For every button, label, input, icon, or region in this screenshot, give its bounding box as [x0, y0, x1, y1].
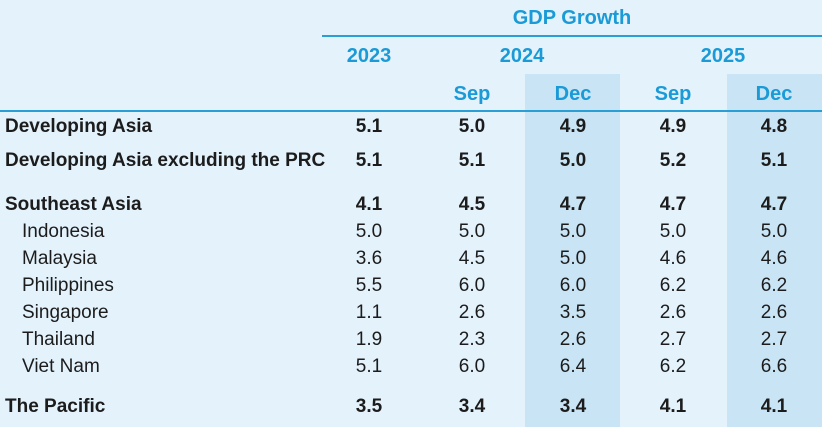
table-row: Thailand 1.9 2.3 2.6 2.7 2.7 — [0, 327, 822, 353]
row-label: Southeast Asia — [5, 194, 142, 215]
cell-2025-dec: 6.2 — [760, 275, 788, 296]
cell-2024-dec: 6.4 — [559, 356, 587, 377]
cell-2023: 5.0 — [355, 221, 383, 242]
cell-2025-sep: 5.2 — [659, 150, 687, 171]
cell-2024-dec: 4.7 — [559, 194, 587, 215]
cell-2025-sep: 4.9 — [659, 116, 687, 137]
table-row: Southeast Asia 4.1 4.5 4.7 4.7 4.7 — [0, 192, 822, 218]
cell-2024-dec: 5.0 — [559, 150, 587, 171]
cell-2024-dec: 3.5 — [559, 302, 587, 323]
cell-2024-sep: 5.1 — [458, 150, 486, 171]
sep-2024-header: Sep — [453, 83, 491, 105]
cell-2024-sep: 2.3 — [458, 329, 486, 350]
cell-2025-sep: 4.7 — [659, 194, 687, 215]
cell-2024-sep: 6.0 — [458, 356, 486, 377]
row-label: Singapore — [22, 302, 109, 323]
cell-2025-sep: 4.6 — [659, 248, 687, 269]
cell-2023: 5.5 — [355, 275, 383, 296]
cell-2025-dec: 5.1 — [760, 150, 788, 171]
header-rule-bottom — [0, 110, 822, 112]
table-row: The Pacific 3.5 3.4 3.4 4.1 4.1 — [0, 394, 822, 420]
cell-2024-sep: 5.0 — [458, 221, 486, 242]
cell-2025-dec: 4.8 — [760, 116, 788, 137]
cell-2023: 1.9 — [355, 329, 383, 350]
header-rule-top — [322, 35, 822, 37]
cell-2023: 3.5 — [355, 396, 383, 417]
cell-2025-sep: 6.2 — [659, 356, 687, 377]
cell-2024-dec: 5.0 — [559, 221, 587, 242]
cell-2024-dec: 6.0 — [559, 275, 587, 296]
table-row: Indonesia 5.0 5.0 5.0 5.0 5.0 — [0, 219, 822, 245]
row-label: Developing Asia excluding the PRC — [5, 150, 326, 171]
gdp-growth-title: GDP Growth — [512, 7, 632, 29]
cell-2024-dec: 2.6 — [559, 329, 587, 350]
cell-2025-sep: 2.6 — [659, 302, 687, 323]
sep-2025-header: Sep — [654, 83, 692, 105]
cell-2023: 5.1 — [355, 116, 383, 137]
year-2024: 2024 — [499, 45, 545, 67]
row-label: Thailand — [22, 329, 95, 350]
cell-2025-sep: 6.2 — [659, 275, 687, 296]
year-2025: 2025 — [700, 45, 746, 67]
row-label: Philippines — [22, 275, 114, 296]
cell-2023: 5.1 — [355, 150, 383, 171]
cell-2024-sep: 4.5 — [458, 248, 486, 269]
cell-2025-dec: 4.7 — [760, 194, 788, 215]
table-row: Singapore 1.1 2.6 3.5 2.6 2.6 — [0, 300, 822, 326]
table-row: Viet Nam 5.1 6.0 6.4 6.2 6.6 — [0, 354, 822, 380]
table-row: Developing Asia excluding the PRC 5.1 5.… — [0, 148, 822, 174]
cell-2023: 5.1 — [355, 356, 383, 377]
year-2023: 2023 — [346, 45, 392, 67]
cell-2025-sep: 4.1 — [659, 396, 687, 417]
row-label: Developing Asia — [5, 116, 153, 137]
cell-2025-dec: 5.0 — [760, 221, 788, 242]
cell-2024-sep: 5.0 — [458, 116, 486, 137]
table-row: Malaysia 3.6 4.5 5.0 4.6 4.6 — [0, 246, 822, 272]
cell-2025-sep: 2.7 — [659, 329, 687, 350]
dec-2024-highlight — [525, 74, 620, 427]
cell-2025-dec: 2.7 — [760, 329, 788, 350]
table-row: Philippines 5.5 6.0 6.0 6.2 6.2 — [0, 273, 822, 299]
dec-2025-header: Dec — [755, 83, 793, 105]
row-label: The Pacific — [5, 396, 106, 417]
cell-2024-sep: 6.0 — [458, 275, 486, 296]
row-label: Indonesia — [22, 221, 105, 242]
row-label: Malaysia — [22, 248, 97, 269]
table-row: Developing Asia 5.1 5.0 4.9 4.9 4.8 — [0, 114, 822, 140]
cell-2025-dec: 4.6 — [760, 248, 788, 269]
cell-2024-dec: 5.0 — [559, 248, 587, 269]
cell-2024-sep: 3.4 — [458, 396, 486, 417]
cell-2023: 1.1 — [355, 302, 383, 323]
dec-2025-highlight — [727, 74, 822, 427]
cell-2025-sep: 5.0 — [659, 221, 687, 242]
cell-2025-dec: 4.1 — [760, 396, 788, 417]
cell-2025-dec: 6.6 — [760, 356, 788, 377]
cell-2024-sep: 2.6 — [458, 302, 486, 323]
row-label: Viet Nam — [22, 356, 100, 377]
cell-2025-dec: 2.6 — [760, 302, 788, 323]
cell-2023: 4.1 — [355, 194, 383, 215]
cell-2024-sep: 4.5 — [458, 194, 486, 215]
cell-2024-dec: 3.4 — [559, 396, 587, 417]
cell-2024-dec: 4.9 — [559, 116, 587, 137]
cell-2023: 3.6 — [355, 248, 383, 269]
dec-2024-header: Dec — [554, 83, 592, 105]
